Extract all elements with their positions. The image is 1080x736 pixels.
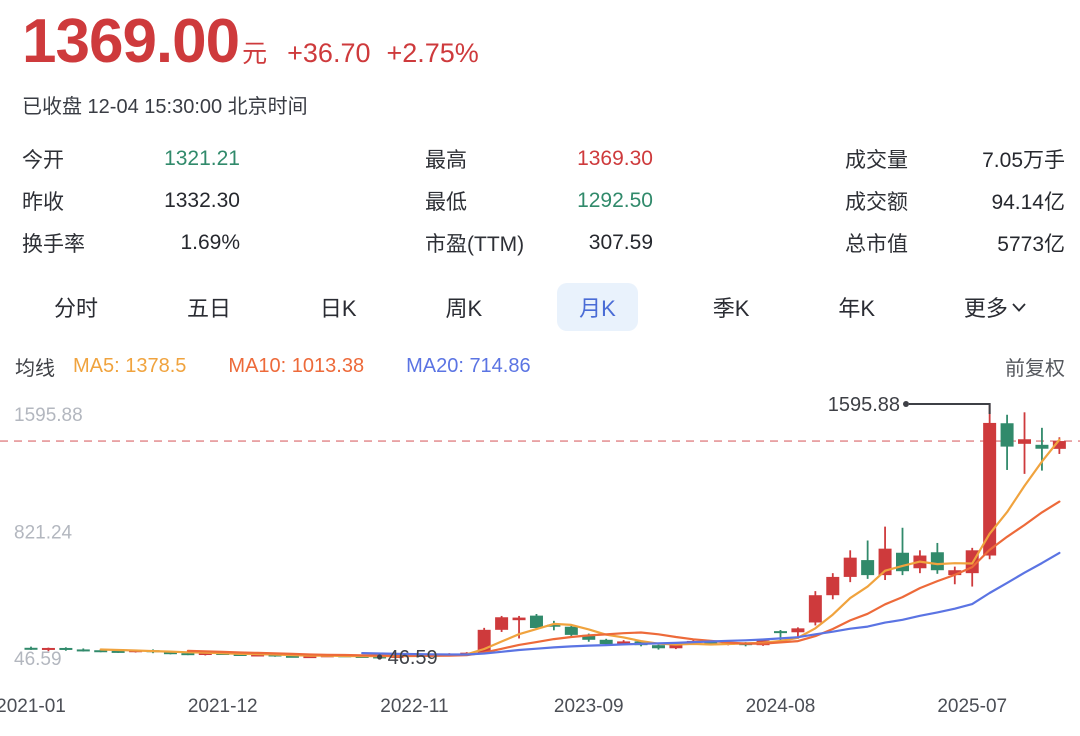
x-axis-label: 2022-11 bbox=[380, 696, 448, 717]
candle-2025-05 bbox=[930, 542, 944, 574]
candle-2021-03 bbox=[59, 647, 73, 651]
stat-label: 成交额 bbox=[845, 191, 908, 214]
stat-row: 成交额 94.14亿 bbox=[845, 180, 1065, 222]
svg-text:1595.88: 1595.88 bbox=[828, 394, 900, 416]
candle-2025-01 bbox=[861, 540, 875, 579]
stats-column: 成交量 7.05万手成交额 94.14亿总市值 5773亿 bbox=[845, 138, 1065, 264]
stat-label: 今开 bbox=[22, 149, 64, 172]
ma20-line bbox=[361, 551, 1061, 656]
tab-日K[interactable]: 日K bbox=[319, 296, 357, 321]
y-axis-label: 821.24 bbox=[14, 522, 73, 543]
min-price-annotation: 46.59 bbox=[377, 647, 438, 669]
ma-legend-item: MA5: 1378.5 bbox=[73, 354, 187, 377]
svg-text:46.59: 46.59 bbox=[388, 647, 438, 669]
stat-value: 1.69% bbox=[180, 231, 240, 254]
candle-2024-10 bbox=[808, 591, 822, 626]
stat-label: 市盈(TTM) bbox=[425, 233, 525, 256]
stat-row: 今开 1321.21 bbox=[22, 138, 240, 180]
candle-2025-08 bbox=[983, 404, 997, 560]
tab-五日[interactable]: 五日 bbox=[186, 296, 231, 321]
candlestick-chart-svg[interactable]: 1595.88 821.24 46.59 2021-01 2021-12 2022-11 2… bbox=[0, 388, 1080, 736]
stat-label: 最低 bbox=[425, 191, 467, 214]
stat-value: 1292.50 bbox=[577, 189, 653, 212]
currency-unit: 元 bbox=[242, 40, 268, 68]
stat-label: 最高 bbox=[425, 149, 467, 172]
stats-column: 最高 1369.30 最低 1292.50 市盈(TTM) 307.59 bbox=[425, 138, 653, 264]
candlestick-chart[interactable]: 1595.88 821.24 46.59 2021-01 2021-12 2022-11 2… bbox=[0, 388, 1080, 736]
market-status: 已收盘 12-04 15:30:00 北京时间 bbox=[22, 96, 308, 118]
y-axis-label: 1595.88 bbox=[14, 405, 83, 426]
candle-2021-02 bbox=[41, 647, 55, 652]
stat-value: 1332.30 bbox=[164, 189, 240, 212]
candle-2023-07 bbox=[547, 620, 561, 631]
x-axis-label: 2025-07 bbox=[937, 696, 1007, 717]
price-change: +36.70 bbox=[287, 38, 371, 68]
stat-row: 最低 1292.50 bbox=[425, 180, 653, 222]
ma5-line bbox=[99, 438, 1061, 658]
candle-2024-11 bbox=[826, 573, 840, 600]
stat-value: 1369.30 bbox=[577, 147, 653, 170]
price-change-percent: +2.75% bbox=[386, 38, 479, 68]
ma-legend-item: MA10: 1013.38 bbox=[228, 354, 365, 377]
stat-value: 7.05万手 bbox=[982, 149, 1065, 172]
stat-row: 换手率 1.69% bbox=[22, 222, 240, 264]
stat-value: 307.59 bbox=[588, 231, 653, 254]
stat-value: 5773亿 bbox=[997, 233, 1065, 256]
stat-label: 成交量 bbox=[845, 149, 908, 172]
max-price-annotation: 1595.88 bbox=[828, 394, 991, 416]
chevron-down-icon bbox=[1012, 302, 1026, 312]
x-axis-label: 2023-09 bbox=[554, 696, 624, 717]
stats-column: 今开 1321.21 昨收 1332.30 换手率 1.69% bbox=[22, 138, 240, 264]
ma-legend-item: MA20: 714.86 bbox=[406, 354, 531, 377]
candle-2021-04 bbox=[76, 648, 90, 652]
stat-label: 换手率 bbox=[22, 233, 85, 256]
ma-legend-title: 均线 bbox=[15, 357, 55, 380]
chart-period-tabs: 分时 五日 日K 周K 月K 季K 年K 更多 bbox=[40, 283, 1040, 331]
candle-2023-06 bbox=[529, 613, 543, 630]
candle-2023-04 bbox=[495, 615, 509, 632]
candle-2025-11 bbox=[1035, 427, 1049, 471]
candle-2023-08 bbox=[564, 625, 578, 637]
tab-分时[interactable]: 分时 bbox=[54, 296, 99, 321]
stat-row: 市盈(TTM) 307.59 bbox=[425, 222, 653, 264]
stat-row: 总市值 5773亿 bbox=[845, 222, 1065, 264]
y-axis-label: 46.59 bbox=[14, 649, 62, 670]
candles-layer bbox=[24, 404, 1066, 659]
tab-年K[interactable]: 年K bbox=[838, 296, 875, 321]
x-axis-label: 2021-01 bbox=[0, 696, 66, 717]
tab-季K[interactable]: 季K bbox=[712, 296, 750, 321]
ma10-line bbox=[186, 500, 1061, 657]
tab-周K[interactable]: 周K bbox=[445, 296, 483, 321]
stat-row: 成交量 7.05万手 bbox=[845, 138, 1065, 180]
price-header: 1369.00 元 +36.70 +2.75% bbox=[22, 7, 479, 76]
ma-legend-row: 均线 MA5: 1378.5 MA10: 1013.38 MA20: 714.86 前复… bbox=[15, 352, 1065, 380]
stat-label: 昨收 bbox=[22, 191, 64, 214]
adjust-mode-label[interactable]: 前复权 bbox=[1005, 357, 1065, 380]
quote-stats-grid: 今开 1321.21 昨收 1332.30 换手率 1.69% 最高 1369.30 最低 129… bbox=[0, 138, 1080, 264]
stat-row: 最高 1369.30 bbox=[425, 138, 653, 180]
candle-2021-01 bbox=[24, 646, 38, 650]
x-axis-label: 2024-08 bbox=[746, 696, 816, 717]
candle-2025-09 bbox=[1000, 414, 1014, 470]
candle-2024-01 bbox=[651, 644, 665, 650]
tab-月K[interactable]: 月K bbox=[557, 283, 638, 331]
stat-row: 昨收 1332.30 bbox=[22, 180, 240, 222]
tab-更多[interactable]: 更多 bbox=[950, 283, 1040, 331]
stat-value: 1321.21 bbox=[164, 147, 240, 170]
x-axis-label: 2021-12 bbox=[188, 696, 258, 717]
candle-2025-10 bbox=[1018, 412, 1032, 474]
candle-2024-12 bbox=[843, 550, 857, 583]
stat-label: 总市值 bbox=[845, 233, 908, 256]
stat-value: 94.14亿 bbox=[991, 191, 1065, 214]
current-price: 1369.00 bbox=[22, 7, 240, 76]
